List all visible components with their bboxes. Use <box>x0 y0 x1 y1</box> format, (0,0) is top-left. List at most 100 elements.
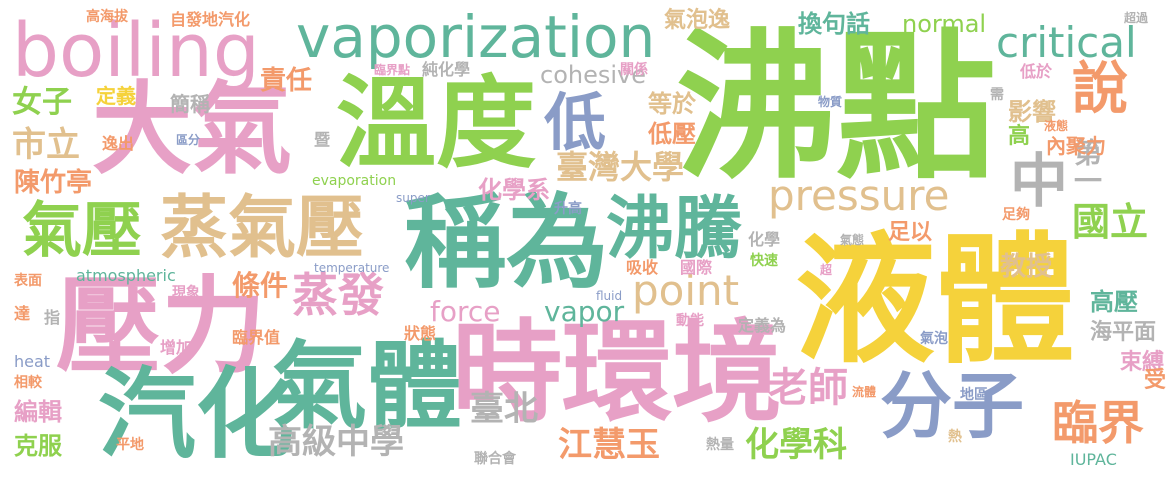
word-huanjuhua: 換句話 <box>798 10 870 38</box>
word-zugou: 足夠 <box>1002 207 1030 223</box>
word-vaporization: vaporization <box>296 3 656 71</box>
word-gaoya: 高壓 <box>1090 288 1138 316</box>
word-shou: 受 <box>1144 368 1167 393</box>
word-xu: 需 <box>990 87 1004 103</box>
word-qiya: 氣壓 <box>22 196 142 266</box>
word-point: point <box>632 266 740 315</box>
word-linjie: 臨界 <box>1052 396 1144 450</box>
word-zengjia: 增加 <box>160 338 193 357</box>
word-yetai: 液態 <box>1044 119 1069 133</box>
word-vapor: vapor <box>544 295 625 328</box>
word-feiteng: 沸騰 <box>606 190 743 269</box>
word-da: 達 <box>14 304 31 323</box>
word-taibei: 臺北 <box>470 389 538 429</box>
word-huaxueke: 化學科 <box>745 425 847 465</box>
word-guoji: 國際 <box>680 258 713 277</box>
word-taiwandaxue: 臺灣大學 <box>556 148 685 186</box>
word-dengyu: 等於 <box>648 90 696 118</box>
word-huaxue: 化學 <box>748 230 781 249</box>
word-zifadiqihua: 自發地汽化 <box>170 10 251 29</box>
word-xiangjiao: 相較 <box>14 375 42 391</box>
word-gaohaiba: 高海拔 <box>86 9 128 25</box>
word-jiaoshou: 教授 <box>1000 252 1053 282</box>
word-chenzhuting: 陳竹亭 <box>14 168 93 198</box>
word-dongneng: 動能 <box>676 313 704 329</box>
word-laoshi: 老師 <box>768 365 848 411</box>
word-linjiezhi: 臨界值 <box>232 328 281 347</box>
word-shihuanjing: 時環境 <box>452 309 782 437</box>
word-chengwei: 稱為 <box>404 184 608 303</box>
word-qufen: 區分 <box>176 133 201 147</box>
word-qiti: 氣體 <box>272 332 463 442</box>
word-dingyi: 定義 <box>96 84 136 108</box>
word-feidian: 沸點 <box>676 14 997 201</box>
word-neijuli: 內聚力 <box>1046 134 1106 158</box>
word-chunhuaxue: 純化學 <box>422 60 471 79</box>
word-zhong: 中 <box>1010 147 1069 215</box>
word-jiancheng: 簡稱 <box>170 92 210 116</box>
word-normal: normal <box>902 10 987 38</box>
word-nuzi: 女子 <box>12 85 72 120</box>
word-zhengqiya: 蒸氣壓 <box>160 189 365 268</box>
word-xianxiang: 現象 <box>172 285 200 301</box>
word-zhengfa: 蒸發 <box>292 268 384 322</box>
word-pressure: pressure <box>768 171 950 220</box>
word-huaxuexi: 化學系 <box>478 176 550 204</box>
word-daqi: 大氣 <box>92 71 292 188</box>
word-linjiedian: 臨界點 <box>374 63 411 77</box>
word-shenggao: 升高 <box>554 201 582 217</box>
word-pingdi: 平地 <box>116 437 144 453</box>
word-heat: heat <box>14 352 51 371</box>
word-diya: 低壓 <box>648 120 696 148</box>
word-yali: 壓力 <box>56 266 267 388</box>
word-zuyi: 足以 <box>888 220 933 245</box>
word-chaoguo: 超過 <box>1124 11 1149 25</box>
word-shili: 市立 <box>12 125 80 165</box>
word-qipao: 氣泡 <box>920 331 948 347</box>
word-diyi: 第一 <box>1070 138 1103 194</box>
word-dingyiwei: 定義為 <box>738 316 787 335</box>
word-cohesive: cohesive <box>540 61 646 89</box>
word-force: force <box>430 295 501 328</box>
word-shufu: 束縛 <box>1120 350 1165 375</box>
word-diyu: 低於 <box>1020 62 1053 81</box>
word-zhuangtai: 狀態 <box>404 324 437 343</box>
word-evaporation: evaporation <box>312 173 397 189</box>
word-bianji: 編輯 <box>14 398 62 426</box>
word-fluid: fluid <box>596 289 623 303</box>
word-qitai: 氣態 <box>840 233 865 247</box>
word-wendu: 溫度 <box>336 65 536 182</box>
word-diqu: 地區 <box>960 387 988 403</box>
word-lianhehui: 聯合會 <box>474 451 516 467</box>
word-haipingmian: 海平面 <box>1090 320 1157 345</box>
word-qihua: 汽化 <box>98 358 295 472</box>
word-gaojizhongxue: 高級中學 <box>268 422 404 462</box>
word-fenzi: 分子 <box>880 364 1025 448</box>
word-zeren: 責任 <box>260 66 313 96</box>
word-shuo: 說 <box>1072 57 1128 122</box>
word-atmospheric: atmospheric <box>76 266 176 285</box>
word-yeti: 液體 <box>795 220 1076 383</box>
word-iupac: IUPAC <box>1070 450 1117 469</box>
word-di: 低 <box>544 86 607 159</box>
word-jianghuiyu: 江慧玉 <box>558 425 660 465</box>
word-guanxi: 關係 <box>620 62 648 78</box>
word-super: super <box>396 191 430 205</box>
word-temperature: temperature <box>314 261 390 275</box>
word-reliang: 熱量 <box>706 437 734 453</box>
word-re: 熱 <box>948 429 962 445</box>
word-yingxiang: 影響 <box>1008 98 1056 126</box>
word-critical: critical <box>996 18 1137 67</box>
word-liuti: 流體 <box>852 385 877 399</box>
word-yichu: 逸出 <box>102 134 135 153</box>
word-biaomian: 表面 <box>14 273 42 289</box>
word-guoli: 國立 <box>1072 200 1149 244</box>
word-wuzhi: 物質 <box>818 95 843 109</box>
word-zhi: 指 <box>44 308 61 327</box>
word-ji: 暨 <box>314 130 331 149</box>
word-xishou: 吸收 <box>626 258 659 277</box>
word-chao: 超 <box>820 263 833 277</box>
word-kuaisu: 快速 <box>750 253 778 269</box>
word-boiling: boiling <box>12 8 260 94</box>
